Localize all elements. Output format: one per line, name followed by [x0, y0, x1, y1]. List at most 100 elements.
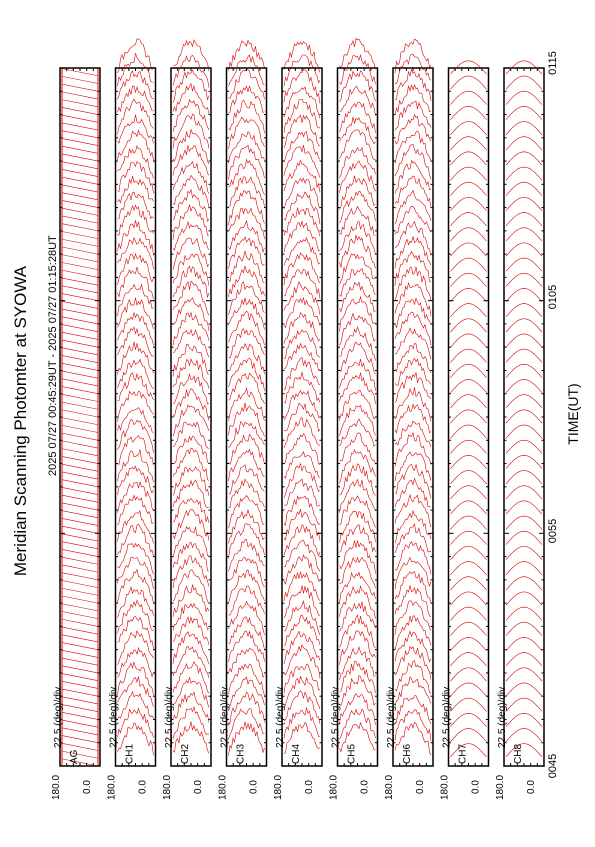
panel-ticks: [504, 67, 544, 767]
scan-profile: [117, 145, 154, 179]
scan-profile: [505, 394, 543, 409]
scan-profile: [228, 158, 265, 196]
scan-profile: [394, 585, 432, 618]
scan-profile: [505, 166, 543, 181]
scan-profile: [283, 571, 321, 602]
scan-profile: [283, 329, 321, 359]
time-range-label: 2025 07/27 00:45:29UT - 2025 07/27 01:15…: [47, 235, 59, 476]
scan-profile: [228, 478, 265, 509]
scan-profile: [172, 404, 210, 436]
scan-profile: [394, 630, 432, 663]
scan-profile: [117, 449, 154, 483]
scan-profile: [228, 691, 265, 726]
scan-profile: [339, 295, 376, 332]
scan-profile: [117, 509, 154, 544]
scan-profile: [394, 159, 432, 194]
scan-profile: [394, 250, 432, 286]
scan-profile: [505, 409, 543, 424]
scan-profile: [450, 652, 487, 667]
scan-profile: [228, 357, 265, 391]
panel-ticks: [115, 67, 156, 767]
scan-profile: [283, 159, 321, 193]
scan-profile: [228, 630, 265, 663]
scale-label: 22.5 (deg)/div: [220, 687, 231, 748]
scan-profile: [505, 151, 543, 166]
scan-profile: [172, 616, 210, 645]
scan-profile: [505, 682, 543, 697]
scan-profile: [117, 494, 154, 526]
scan-profile: [450, 424, 487, 439]
y-tick-180: 180.0: [162, 775, 173, 800]
channel-label: CH3: [236, 744, 247, 764]
scan-profile: [283, 220, 321, 253]
scan-profile: [117, 599, 154, 634]
scan-profile: [117, 175, 154, 204]
scan-profile: [394, 342, 432, 374]
channel-label: CH6: [402, 744, 413, 764]
scan-profile: [394, 371, 432, 403]
scan-profile: [394, 327, 432, 360]
x-tick-label-0115: 0115: [547, 51, 559, 75]
scan-profile: [228, 281, 265, 315]
scan-profile: [172, 174, 210, 209]
panel-traces: [450, 60, 487, 758]
scan-profile: [228, 265, 265, 297]
scan-profile: [283, 311, 321, 344]
scan-profile: [283, 707, 321, 739]
scan-profile: [450, 409, 487, 424]
scan-sawtooth: [61, 68, 99, 767]
scan-profile: [172, 479, 210, 508]
scan-profile: [505, 242, 543, 257]
scan-profile: [505, 212, 543, 227]
scan-profile: [450, 121, 487, 136]
scan-profile: [172, 721, 210, 754]
y-tick-0: 0.0: [415, 780, 426, 794]
chart-title: Meridian Scanning Photomter at SYOWA: [11, 265, 30, 576]
scan-profile: [394, 556, 432, 590]
scan-profile: [339, 234, 376, 269]
scale-label: 22.5 (deg)/div: [442, 687, 453, 748]
scan-profile: [505, 667, 543, 682]
scan-profile: [394, 357, 432, 386]
scan-profile: [172, 497, 210, 524]
scan-profile: [394, 387, 432, 422]
scan-profile: [505, 60, 543, 75]
scan-profile: [283, 675, 321, 710]
y-tick-180: 180.0: [329, 775, 340, 800]
scan-profile: [339, 146, 376, 178]
scan-profile: [283, 342, 321, 372]
scan-profile: [339, 175, 376, 210]
scan-profile: [283, 252, 321, 286]
scan-profile: [172, 297, 210, 331]
scan-profile: [283, 371, 321, 404]
scan-profile: [228, 663, 265, 696]
scan-profile: [394, 236, 432, 269]
scan-profile: [283, 630, 321, 665]
scan-profile: [283, 145, 321, 178]
scan-profile: [450, 591, 487, 606]
scan-profile: [117, 160, 154, 194]
scan-profile: [228, 494, 265, 529]
scan-profile: [505, 288, 543, 302]
scan-profile: [117, 418, 154, 453]
y-tick-180: 180.0: [273, 775, 284, 800]
scan-profile: [117, 722, 154, 756]
panel-ch4: 180.0 0.0 CH4 22.5 (deg)/div: [273, 41, 323, 800]
scan-profile: [450, 227, 487, 242]
scan-profile: [450, 637, 487, 651]
scan-profile: [228, 585, 265, 616]
scan-profile: [283, 690, 321, 724]
scan-profile: [339, 432, 376, 465]
scan-profile: [283, 68, 321, 104]
scan-profile: [228, 116, 265, 150]
scan-profile: [394, 68, 432, 102]
channel-label: AG: [69, 749, 80, 764]
scan-profile: [117, 252, 154, 285]
scan-profile: [339, 70, 376, 102]
scan-profile: [505, 576, 543, 591]
scale-label: 22.5 (deg)/div: [497, 687, 508, 748]
scan-profile: [117, 358, 154, 389]
scan-profile: [117, 297, 154, 330]
scan-profile: [228, 297, 265, 330]
scan-profile: [172, 525, 210, 558]
